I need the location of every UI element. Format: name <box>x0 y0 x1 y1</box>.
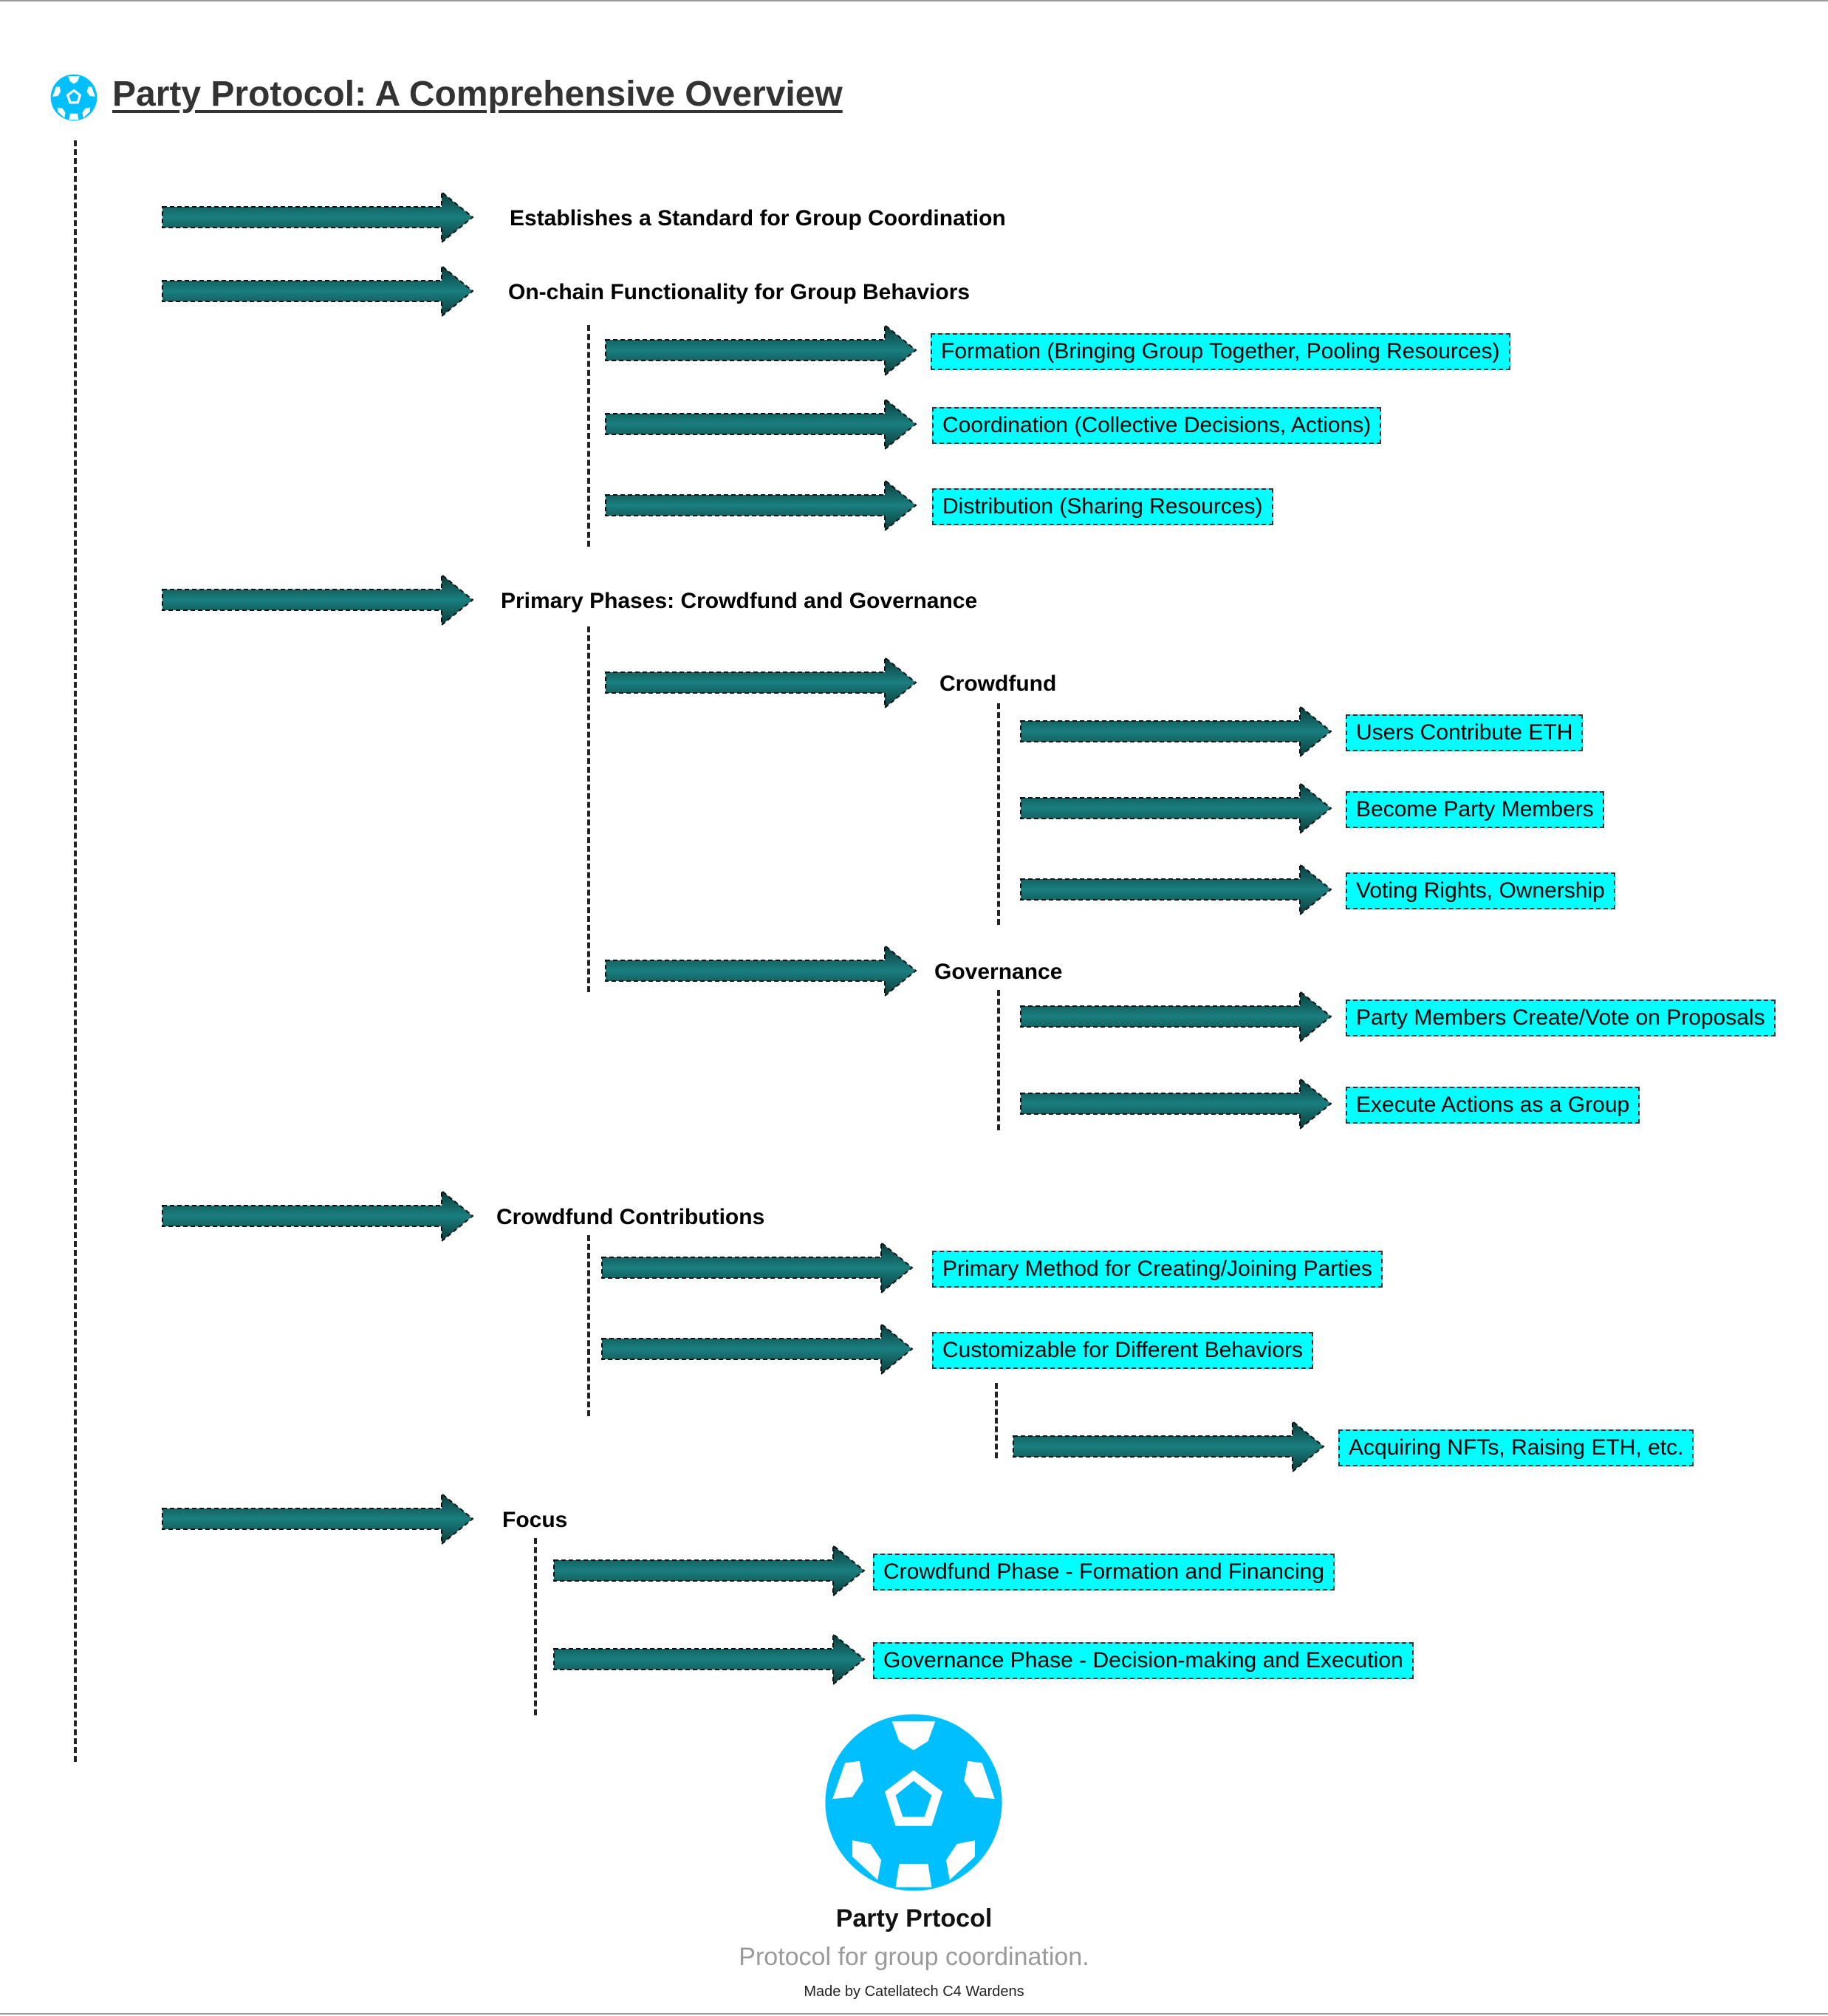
node-3-connector-line <box>587 626 590 992</box>
governance-label: Governance <box>934 960 1063 984</box>
arrow-governance <box>604 944 917 997</box>
node-4-connector-line <box>587 1235 590 1416</box>
node-4-grandchild-box: Acquiring NFTs, Raising ETH, etc. <box>1338 1429 1694 1466</box>
footer-tagline: Protocol for group coordination. <box>739 1943 1089 1971</box>
node-2-connector-line <box>587 325 590 547</box>
arrow-node-2-child-2 <box>604 397 917 451</box>
node-4-grandchild-connector-line <box>995 1383 998 1458</box>
node-5-connector-line <box>534 1538 537 1715</box>
arrow-node-2 <box>161 264 474 318</box>
arrow-crowdfund-child-3 <box>1019 863 1332 916</box>
bottom-border <box>0 2013 1828 2015</box>
arrow-node-2-child-3 <box>604 479 917 532</box>
top-border <box>0 0 1828 1</box>
node-2-child-2-box: Coordination (Collective Decisions, Acti… <box>932 407 1382 444</box>
node-4-label: Crowdfund Contributions <box>496 1205 765 1229</box>
footer-logo-icon <box>824 1712 1004 1893</box>
crowdfund-connector-line <box>997 703 1000 925</box>
arrow-node-4-grandchild <box>1012 1420 1325 1473</box>
root-connector-line <box>74 140 77 1762</box>
arrow-node-5-child-2 <box>552 1633 866 1686</box>
node-5-child-1-box: Crowdfund Phase - Formation and Financin… <box>873 1554 1335 1590</box>
arrow-node-1 <box>161 191 474 244</box>
footer-credit: Made by Catellatech C4 Wardens <box>804 1983 1024 2000</box>
page-title: Party Protocol: A Comprehensive Overview <box>112 75 843 114</box>
arrow-governance-child-1 <box>1019 990 1332 1043</box>
arrow-node-4-child-2 <box>600 1322 914 1376</box>
node-4-child-1-box: Primary Method for Creating/Joining Part… <box>932 1251 1383 1288</box>
arrow-node-5-child-1 <box>552 1544 866 1597</box>
governance-connector-line <box>997 990 1000 1130</box>
node-3-label: Primary Phases: Crowdfund and Governance <box>501 589 978 613</box>
arrow-node-4 <box>161 1189 474 1243</box>
arrow-crowdfund-child-1 <box>1019 705 1332 758</box>
crowdfund-child-3-box: Voting Rights, Ownership <box>1346 872 1615 909</box>
node-2-child-1-box: Formation (Bringing Group Together, Pool… <box>931 333 1510 370</box>
arrow-crowdfund <box>604 656 917 709</box>
arrow-node-5 <box>161 1492 474 1545</box>
node-2-label: On-chain Functionality for Group Behavio… <box>508 280 971 304</box>
header-logo-icon <box>50 74 97 121</box>
node-4-child-2-box: Customizable for Different Behaviors <box>932 1332 1313 1369</box>
node-2-child-3-box: Distribution (Sharing Resources) <box>932 488 1273 525</box>
node-1-label: Establishes a Standard for Group Coordin… <box>510 206 1006 230</box>
crowdfund-label: Crowdfund <box>939 672 1057 696</box>
node-5-label: Focus <box>502 1508 568 1532</box>
arrow-node-2-child-1 <box>604 324 917 377</box>
footer-name: Party Prtocol <box>835 1904 993 1933</box>
arrow-node-3 <box>161 573 474 626</box>
arrow-crowdfund-child-2 <box>1019 782 1332 835</box>
node-5-child-2-box: Governance Phase - Decision-making and E… <box>873 1642 1414 1679</box>
arrow-governance-child-2 <box>1019 1077 1332 1130</box>
crowdfund-child-2-box: Become Party Members <box>1346 791 1604 828</box>
governance-child-2-box: Execute Actions as a Group <box>1346 1087 1640 1124</box>
crowdfund-child-1-box: Users Contribute ETH <box>1346 714 1584 751</box>
arrow-node-4-child-1 <box>600 1241 914 1294</box>
governance-child-1-box: Party Members Create/Vote on Proposals <box>1346 1000 1776 1036</box>
